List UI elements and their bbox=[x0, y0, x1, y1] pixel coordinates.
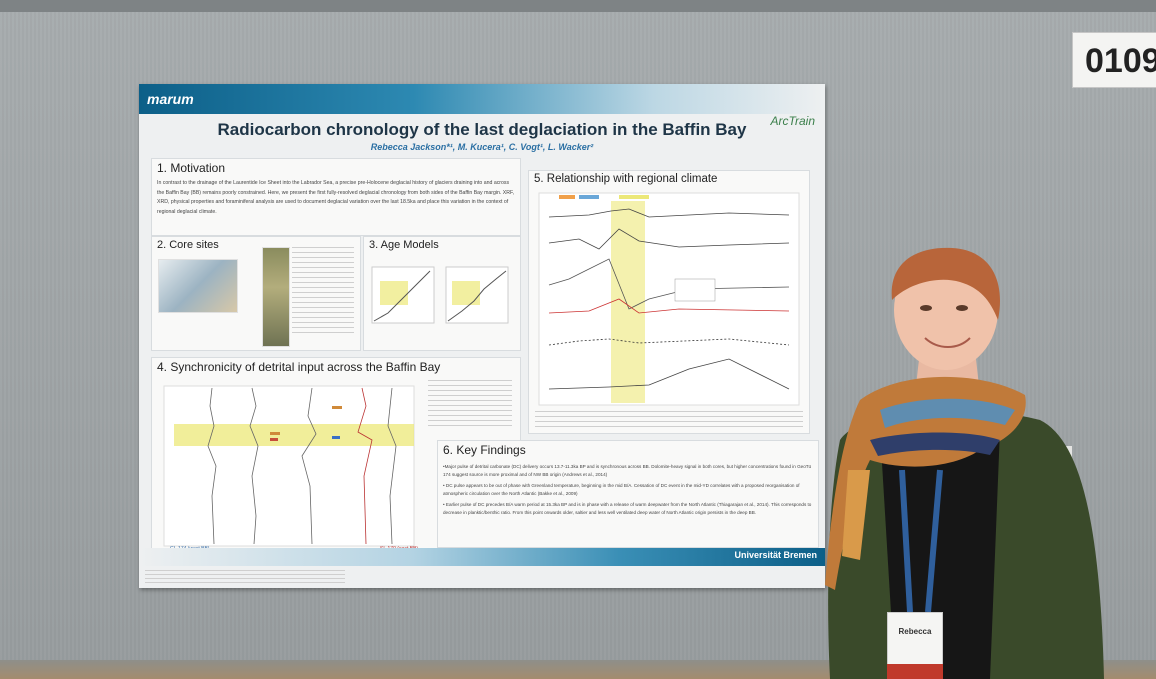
board-bottom-rail bbox=[0, 660, 1156, 679]
name-badge: Rebecca bbox=[887, 612, 943, 672]
badge-bottom-stripe bbox=[887, 664, 943, 679]
synchronicity-caption bbox=[428, 380, 512, 430]
panel-heading: 2. Core sites bbox=[157, 239, 219, 251]
panel-age-models: 3. Age Models bbox=[363, 236, 521, 351]
panel-heading: 4. Synchronicity of detrital input acros… bbox=[157, 360, 441, 374]
poster-header-band bbox=[139, 84, 825, 114]
marum-logo: marum bbox=[147, 91, 194, 107]
key-findings-list: •Major pulse of detrital carbonate (DC) … bbox=[443, 463, 813, 516]
panel-heading: 3. Age Models bbox=[369, 239, 439, 251]
university-logo: Universität Bremen bbox=[734, 550, 817, 560]
key-finding-item: • DC pulse appears to be out of phase wi… bbox=[443, 483, 800, 496]
climate-caption bbox=[535, 411, 803, 427]
arctrain-logo: ArcTrain bbox=[770, 114, 815, 128]
badge-name: Rebecca bbox=[898, 627, 932, 636]
detrital-input-plot bbox=[163, 385, 415, 547]
panel-core-sites: 2. Core sites bbox=[151, 236, 361, 351]
research-poster: marum ArcTrain Radiocarbon chronology of… bbox=[139, 84, 825, 588]
panel-regional-climate: 5. Relationship with regional climate bbox=[528, 170, 810, 434]
age-model-plots bbox=[371, 266, 509, 324]
panel-heading: 6. Key Findings bbox=[443, 443, 526, 457]
board-top-rail bbox=[0, 0, 1156, 12]
panel-heading: 1. Motivation bbox=[157, 161, 226, 175]
poster-footnote bbox=[145, 570, 345, 584]
panel-motivation: 1. Motivation In contrast to the drainag… bbox=[151, 158, 521, 236]
core-photo bbox=[262, 247, 290, 347]
key-finding-item: • Earlier pulse of DC precedes B/A warm … bbox=[443, 502, 812, 515]
poster-title: Radiocarbon chronology of the last degla… bbox=[217, 120, 747, 139]
key-finding-item: •Major pulse of detrital carbonate (DC) … bbox=[443, 464, 812, 477]
board-number-sign: 0109 bbox=[1072, 32, 1156, 88]
motivation-text: In contrast to the drainage of the Laure… bbox=[157, 180, 515, 215]
stand-post bbox=[1050, 446, 1072, 576]
poster-footer-band bbox=[139, 548, 825, 566]
core-site-map bbox=[158, 259, 238, 313]
poster-authors: Rebecca Jackson*¹, M. Kucera¹, C. Vogt¹,… bbox=[370, 142, 594, 152]
core-sites-caption bbox=[292, 247, 354, 337]
panel-heading: 5. Relationship with regional climate bbox=[534, 173, 718, 185]
regional-climate-plot bbox=[538, 192, 800, 406]
panel-key-findings: 6. Key Findings •Major pulse of detrital… bbox=[437, 440, 819, 548]
